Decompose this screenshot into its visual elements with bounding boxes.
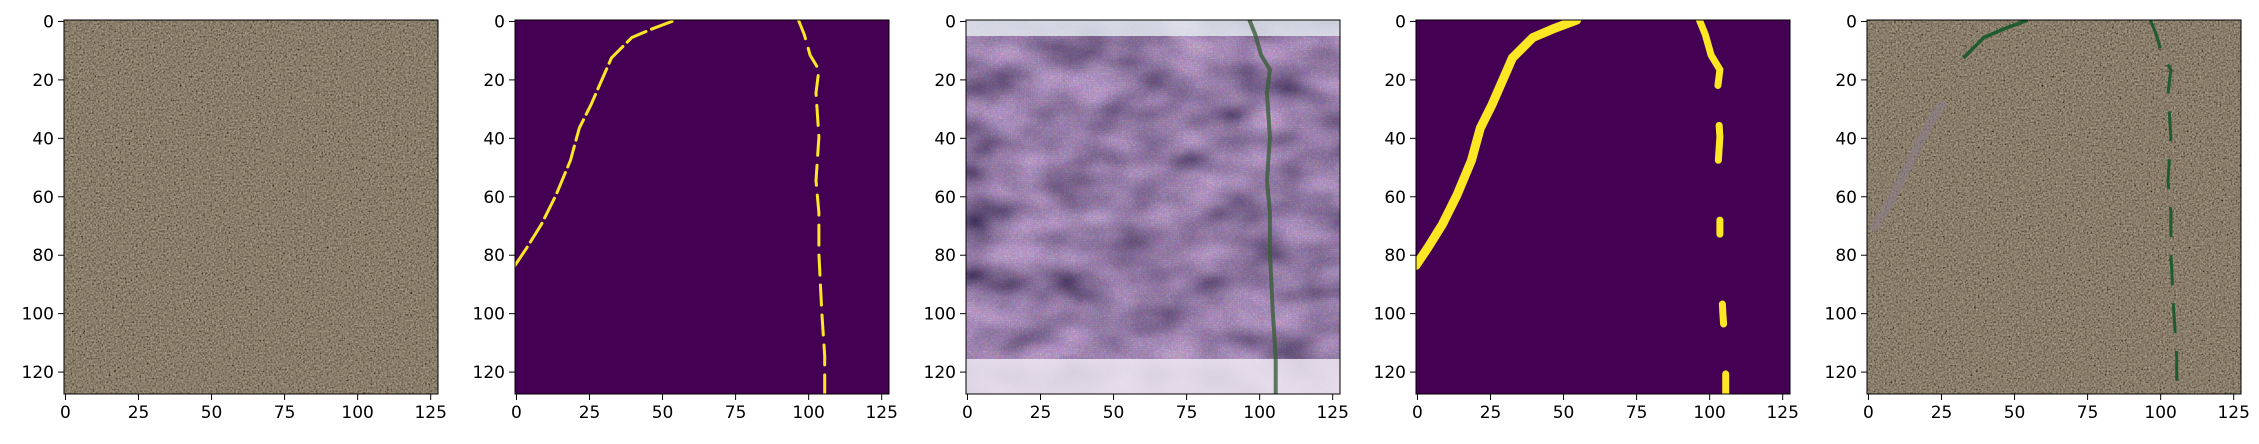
y-tick-label: 20 <box>1835 71 1857 91</box>
feature-map-frame <box>965 19 1341 395</box>
y-tick-label: 40 <box>1835 129 1857 149</box>
y-tick-label: 80 <box>32 246 54 266</box>
y-tick-label: 120 <box>1825 363 1857 383</box>
x-tick-label: 0 <box>60 403 71 423</box>
ground-truth-mask-crack-right <box>796 20 827 394</box>
feature-map-content <box>966 20 1340 394</box>
y-tick-label: 20 <box>1384 71 1406 91</box>
panel-predicted-mask: 0 25 50 75 100 125 0 20 40 60 80 100 120 <box>1374 12 1799 423</box>
y-tick-label: 40 <box>1384 129 1406 149</box>
x-tick-label: 0 <box>1412 403 1423 423</box>
panel-ground-truth-mask: 0 25 50 75 100 125 0 20 40 60 80 100 120 <box>473 12 898 423</box>
x-tick-label: 75 <box>1626 403 1648 423</box>
x-tick-label: 75 <box>1176 403 1198 423</box>
input-image-content <box>64 20 438 394</box>
y-tick-label: 0 <box>43 12 54 32</box>
y-tick-label: 0 <box>945 12 956 32</box>
x-tick-label: 125 <box>414 403 446 423</box>
predicted-mask-content <box>1416 20 1790 394</box>
overlay-image-frame <box>1866 19 2242 395</box>
feature-map-texture <box>966 20 1340 394</box>
y-tick-label: 80 <box>934 246 956 266</box>
x-tick-label: 100 <box>792 403 824 423</box>
y-tick-label: 120 <box>1374 363 1406 383</box>
feature-map-crack <box>1247 20 1278 394</box>
predicted-mask-background <box>1416 20 1790 394</box>
y-tick-label: 100 <box>473 305 505 325</box>
y-tick-label: 20 <box>32 71 54 91</box>
input-image-texture <box>64 20 438 394</box>
y-tick-label: 120 <box>22 363 54 383</box>
y-tick-label: 100 <box>1825 305 1857 325</box>
overlay-crack-left <box>1962 20 2029 60</box>
y-tick-label: 40 <box>934 129 956 149</box>
y-tick-label: 40 <box>32 129 54 149</box>
y-tick-label: 80 <box>1384 246 1406 266</box>
x-tick-label: 100 <box>1693 403 1725 423</box>
x-tick-label: 125 <box>865 403 897 423</box>
x-tick-label: 25 <box>579 403 601 423</box>
panel-input-image: 0 25 50 75 100 125 0 20 40 60 80 100 120 <box>22 12 447 423</box>
y-tick-label: 120 <box>924 363 956 383</box>
y-tick-label: 0 <box>1846 12 1857 32</box>
overlay-image-texture <box>1867 20 2241 394</box>
x-tick-label: 25 <box>1480 403 1502 423</box>
x-tick-label: 100 <box>341 403 373 423</box>
y-tick-label: 60 <box>934 188 956 208</box>
overlay-image-content <box>1867 20 2241 394</box>
x-tick-label: 125 <box>1316 403 1348 423</box>
feature-map-top-band <box>966 20 1340 36</box>
x-tick-label: 50 <box>1553 403 1575 423</box>
y-tick-label: 20 <box>934 71 956 91</box>
y-tick-label: 20 <box>483 71 505 91</box>
x-tick-label: 50 <box>1103 403 1125 423</box>
predicted-mask-frame <box>1415 19 1791 395</box>
y-tick-label: 60 <box>1835 188 1857 208</box>
x-tick-label: 100 <box>2144 403 2176 423</box>
ground-truth-mask-background <box>515 20 889 394</box>
x-tick-label: 0 <box>1863 403 1874 423</box>
y-tick-label: 100 <box>1374 305 1406 325</box>
x-tick-label: 25 <box>1030 403 1052 423</box>
predicted-mask-crack-left <box>1416 20 1582 270</box>
y-tick-label: 0 <box>1395 12 1406 32</box>
ground-truth-mask-crack-left <box>515 20 678 267</box>
predicted-mask-crack-right <box>1695 20 1730 394</box>
overlay-ghost-crack <box>1868 99 1947 233</box>
y-tick-label: 120 <box>473 363 505 383</box>
y-tick-label: 0 <box>494 12 505 32</box>
y-tick-label: 80 <box>1835 246 1857 266</box>
x-tick-label: 50 <box>652 403 674 423</box>
x-tick-label: 25 <box>128 403 150 423</box>
x-tick-label: 75 <box>725 403 747 423</box>
x-tick-label: 100 <box>1243 403 1275 423</box>
panel-overlay-image: 0 25 50 75 100 125 0 20 40 60 80 100 120 <box>1825 12 2250 423</box>
x-tick-label: 50 <box>2004 403 2026 423</box>
panels-layer: 0 25 50 75 100 125 0 20 40 60 80 100 120 0 25 50 75 100 12… <box>22 12 2250 423</box>
input-image-frame <box>63 19 439 395</box>
y-tick-label: 100 <box>924 305 956 325</box>
y-tick-label: 40 <box>483 129 505 149</box>
x-tick-label: 75 <box>274 403 296 423</box>
panel-feature-map: 0 25 50 75 100 125 0 20 40 60 80 100 120 <box>924 12 1349 423</box>
ground-truth-mask-content <box>515 20 889 394</box>
x-tick-label: 0 <box>962 403 973 423</box>
y-tick-label: 60 <box>1384 188 1406 208</box>
ground-truth-mask-frame <box>514 19 890 395</box>
y-tick-label: 60 <box>483 188 505 208</box>
y-tick-label: 60 <box>32 188 54 208</box>
feature-map-bottom-band <box>966 359 1340 394</box>
y-tick-label: 100 <box>22 305 54 325</box>
x-tick-label: 0 <box>511 403 522 423</box>
x-tick-label: 50 <box>201 403 223 423</box>
overlay-crack-right <box>2149 20 2179 394</box>
x-tick-label: 125 <box>1766 403 1798 423</box>
y-tick-label: 80 <box>483 246 505 266</box>
x-tick-label: 75 <box>2077 403 2099 423</box>
x-tick-label: 25 <box>1931 403 1953 423</box>
x-tick-label: 125 <box>2217 403 2249 423</box>
